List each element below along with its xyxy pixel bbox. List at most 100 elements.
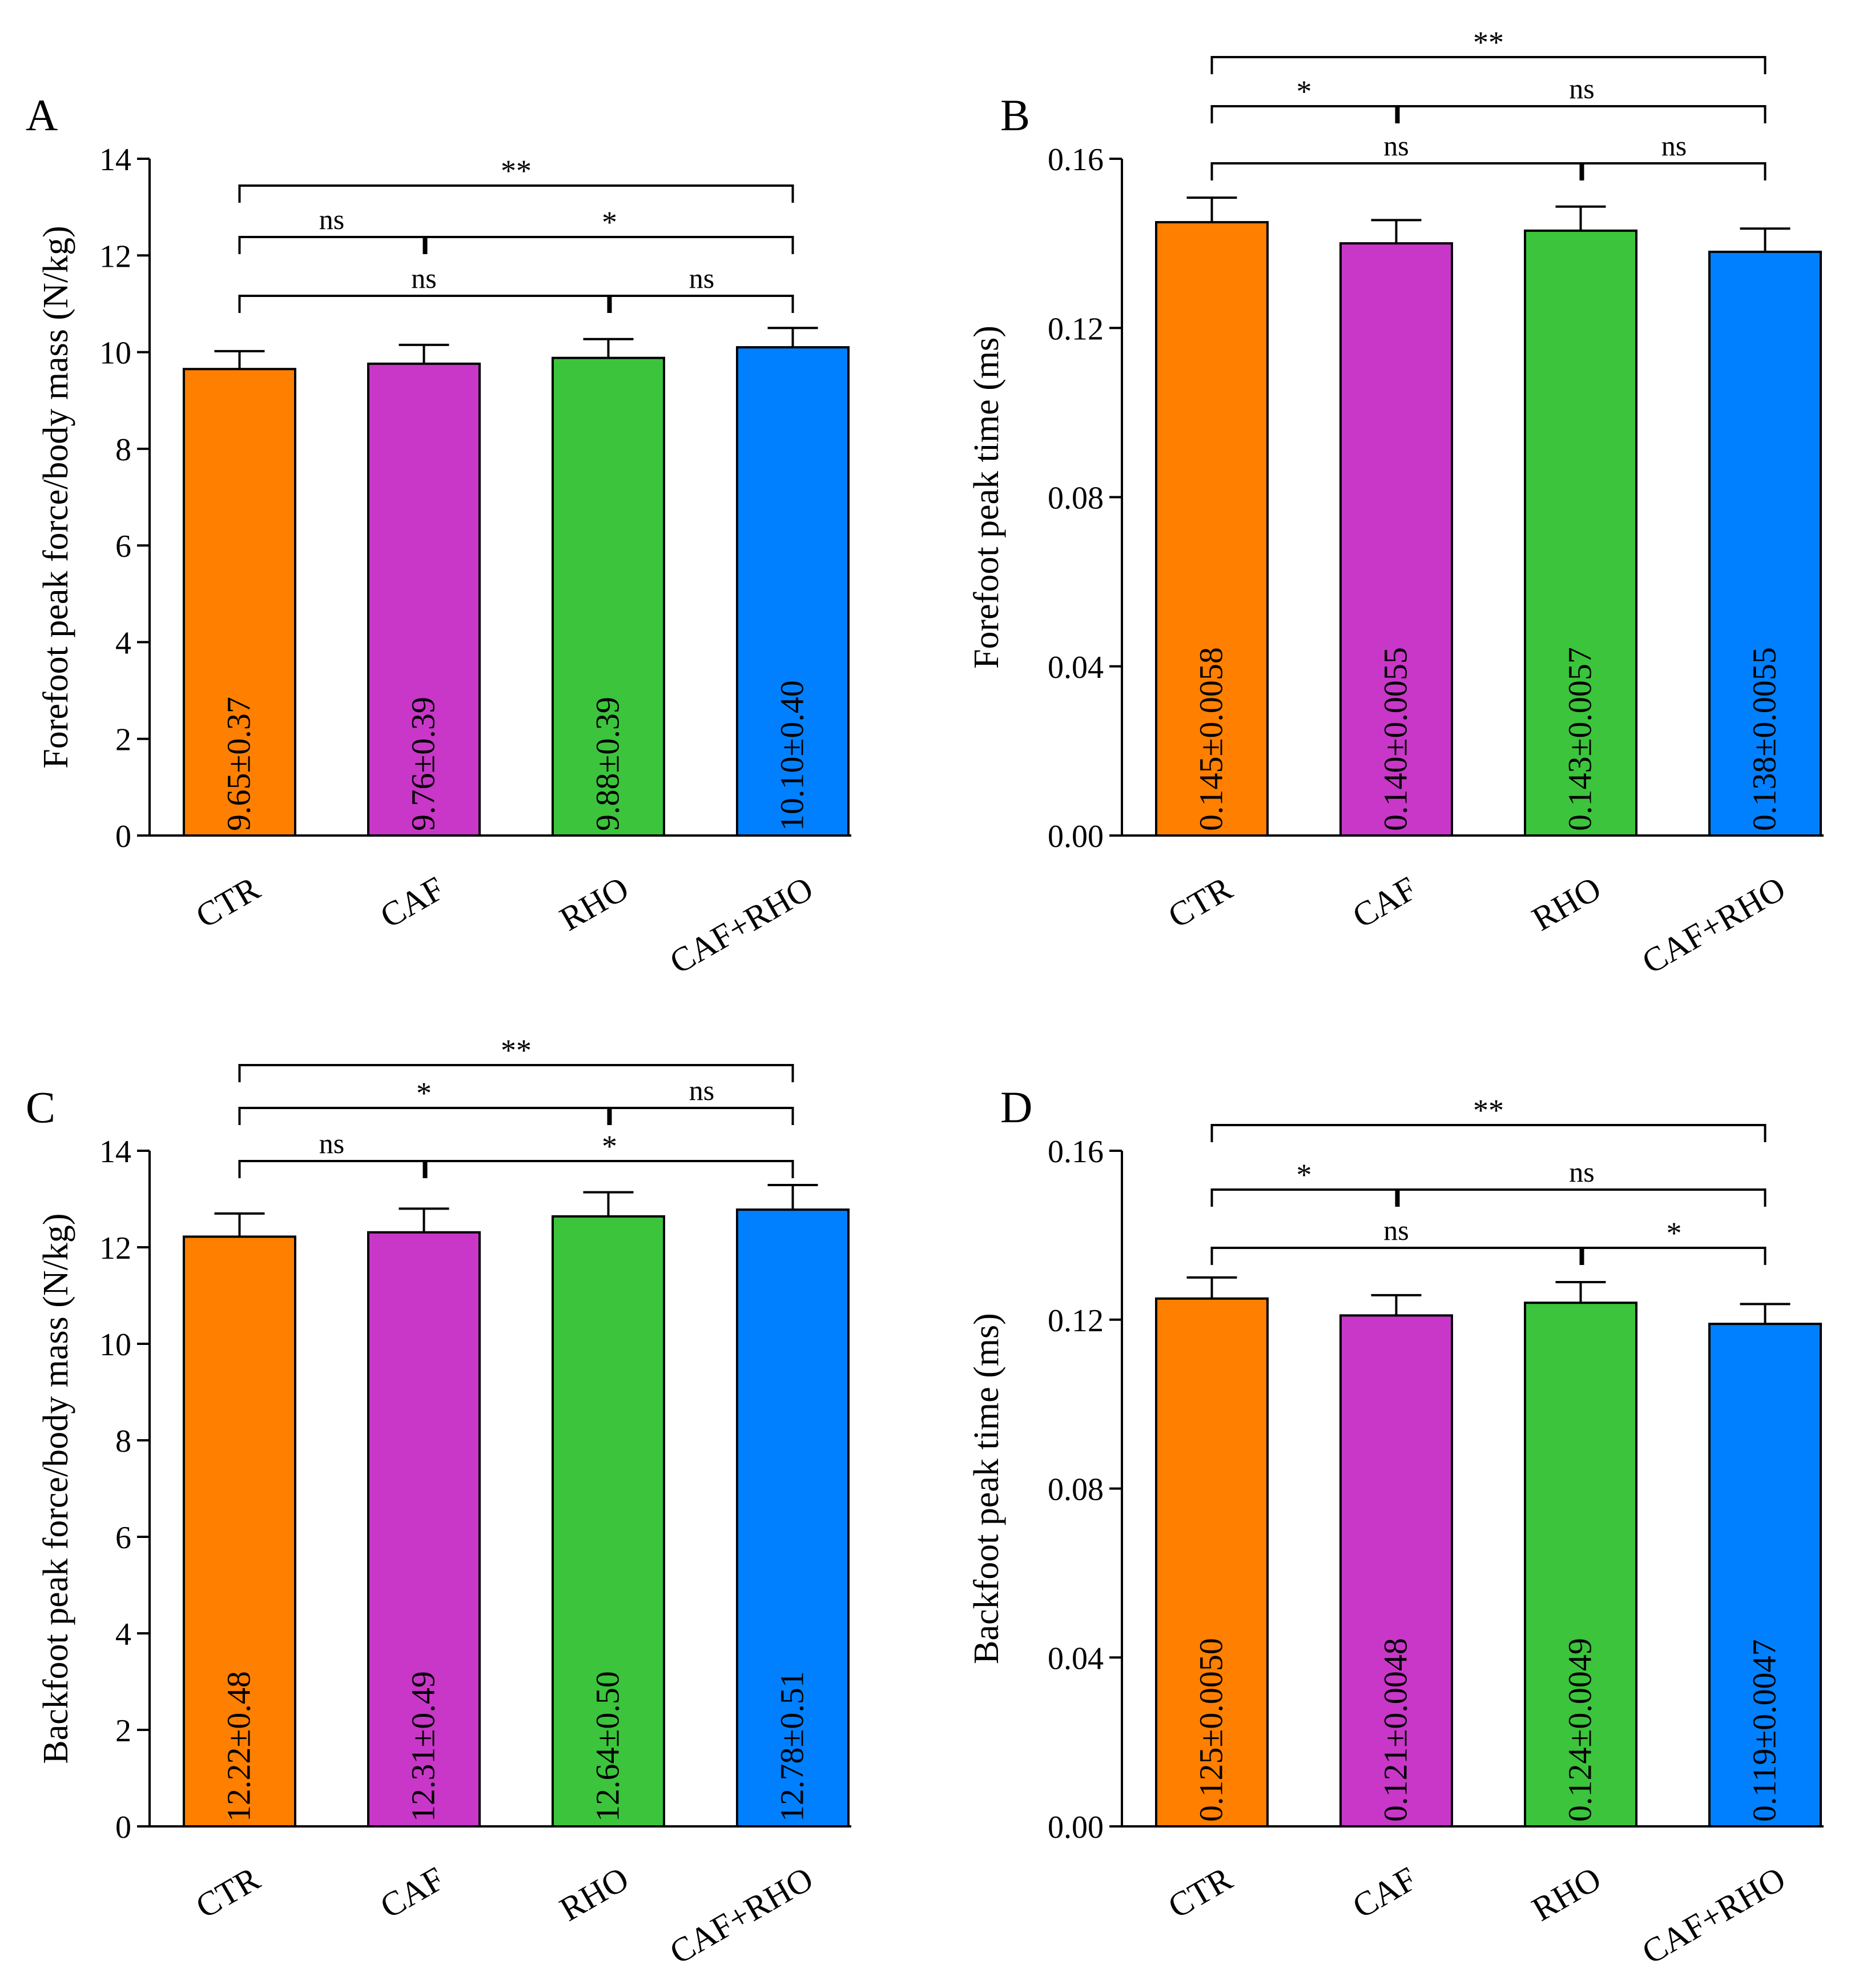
panel-letter: D — [1000, 1082, 1032, 1132]
y-tick-label: 0.04 — [1048, 1641, 1104, 1676]
significance-label: * — [602, 205, 617, 239]
bar-caf — [367, 1231, 481, 1828]
y-axis-title: Backfoot peak time (ms) — [967, 1313, 1006, 1664]
significance-label: ns — [1383, 1214, 1409, 1246]
bar-value-label: 0.121±0.0048 — [1377, 1638, 1414, 1822]
x-tick-label: CTR — [190, 1860, 266, 1926]
bar-value-label: 10.10±0.40 — [774, 680, 811, 831]
significance-label: ns — [1569, 73, 1594, 105]
significance-label: ns — [319, 203, 344, 235]
chart-panel-b: B 0.00 0.04 0.08 0.12 0.16 Forefoot peak time … — [967, 25, 1824, 981]
y-tick-label: 0.08 — [1048, 481, 1104, 516]
bar-ctr — [183, 368, 296, 837]
bar-value-label: 9.88±0.39 — [589, 697, 626, 831]
x-tick-label: CTR — [190, 869, 266, 935]
significance-label: ns — [689, 1074, 714, 1106]
y-tick-label: 2 — [115, 1713, 131, 1749]
significance-bracket — [609, 1107, 794, 1125]
y-tick-label: 0.00 — [1048, 1810, 1104, 1845]
significance-bracket — [238, 236, 425, 254]
significance-bracket — [238, 295, 610, 313]
x-tick-label: CAF — [374, 869, 450, 935]
significance-label: ** — [1473, 25, 1504, 59]
x-tick-label: RHO — [553, 1860, 635, 1929]
significance-bracket — [1582, 1247, 1767, 1265]
x-tick-label: CAF — [1346, 1860, 1423, 1926]
y-tick-label: 0 — [115, 819, 131, 854]
y-tick-label: 0.16 — [1048, 142, 1104, 178]
x-tick-label: RHO — [1526, 1860, 1607, 1929]
significance-bracket — [238, 1107, 610, 1125]
significance-label: ** — [1473, 1093, 1504, 1127]
significance-bracket — [1210, 1247, 1582, 1265]
y-axis-title: Forefoot peak time (ms) — [967, 326, 1006, 669]
y-tick-label: 2 — [115, 722, 131, 758]
y-axis-title: Backfoot peak force/body mass (N/kg) — [37, 1213, 75, 1764]
y-tick-label: 6 — [115, 1520, 131, 1556]
bar-caf — [1339, 242, 1453, 837]
bar-caf-rho — [1708, 1323, 1822, 1828]
significance-label: * — [416, 1076, 432, 1110]
y-tick-label: 0 — [115, 1810, 131, 1845]
panel-letter: A — [26, 90, 58, 140]
significance-label: * — [602, 1129, 617, 1163]
bar-rho — [1524, 1302, 1637, 1828]
bar-value-label: 0.145±0.0058 — [1193, 647, 1230, 831]
bar-caf-rho — [736, 346, 850, 837]
y-tick-label: 0.04 — [1048, 650, 1104, 685]
significance-label: ns — [1569, 1156, 1594, 1188]
bar-caf — [367, 362, 481, 837]
x-tick-label: RHO — [1526, 869, 1607, 938]
significance-bracket — [609, 295, 794, 313]
y-tick-label: 0.00 — [1048, 819, 1104, 854]
y-tick-label: 10 — [99, 336, 131, 371]
y-tick-label: 0.16 — [1048, 1134, 1104, 1170]
x-tick-label: RHO — [553, 869, 635, 938]
significance-label: ns — [689, 262, 714, 294]
bar-caf — [1339, 1314, 1453, 1828]
significance-bracket — [1210, 162, 1582, 180]
significance-label: ns — [1661, 130, 1687, 162]
y-tick-label: 0.08 — [1048, 1472, 1104, 1508]
y-tick-label: 4 — [115, 1617, 131, 1652]
significance-bracket — [238, 1064, 794, 1082]
y-tick-label: 0.12 — [1048, 311, 1104, 347]
significance-label: ** — [501, 1033, 532, 1067]
x-tick-label: CAF+RHO — [1636, 1860, 1792, 1971]
y-tick-label: 0.12 — [1048, 1303, 1104, 1339]
bar-caf-rho — [1708, 250, 1822, 837]
y-tick-label: 4 — [115, 625, 131, 661]
bar-value-label: 0.124±0.0049 — [1562, 1638, 1599, 1822]
bar-ctr — [1155, 221, 1269, 837]
chart-panel-a: A 0 2 4 6 8 10 12 14 Forefoot peak force/body mas… — [26, 90, 851, 981]
bar-value-label: 9.65±0.37 — [220, 697, 257, 831]
y-tick-label: 12 — [99, 239, 131, 274]
significance-label: * — [1297, 1158, 1312, 1192]
bar-value-label: 12.31±0.49 — [405, 1671, 442, 1822]
significance-bracket — [425, 236, 794, 254]
y-tick-label: 10 — [99, 1327, 131, 1363]
significance-label: * — [1297, 74, 1312, 109]
significance-bracket — [425, 1160, 794, 1178]
significance-bracket — [1210, 56, 1767, 74]
x-tick-label: CAF+RHO — [1636, 869, 1792, 981]
x-tick-label: CAF+RHO — [663, 1860, 819, 1971]
bar-value-label: 0.138±0.0055 — [1746, 647, 1783, 831]
significance-bracket — [1582, 162, 1767, 180]
chart-panel-d: D 0.00 0.04 0.08 0.12 0.16 Backfoot peak time … — [967, 1082, 1824, 1971]
bar-ctr — [183, 1235, 296, 1828]
y-tick-label: 12 — [99, 1231, 131, 1266]
bar-value-label: 12.64±0.50 — [589, 1671, 626, 1822]
bar-value-label: 9.76±0.39 — [405, 697, 442, 831]
bar-value-label: 12.22±0.48 — [220, 1671, 257, 1822]
bar-value-label: 0.140±0.0055 — [1377, 647, 1414, 831]
panel-letter: C — [26, 1082, 55, 1132]
significance-label: ns — [319, 1127, 344, 1159]
y-axis-title: Forefoot peak force/body mass (N/kg) — [37, 226, 75, 768]
significance-bracket — [1210, 105, 1398, 123]
significance-bracket — [1210, 1124, 1767, 1142]
bar-ctr — [1155, 1297, 1269, 1828]
bar-value-label: 0.125±0.0050 — [1193, 1638, 1230, 1822]
y-tick-label: 14 — [99, 142, 131, 178]
